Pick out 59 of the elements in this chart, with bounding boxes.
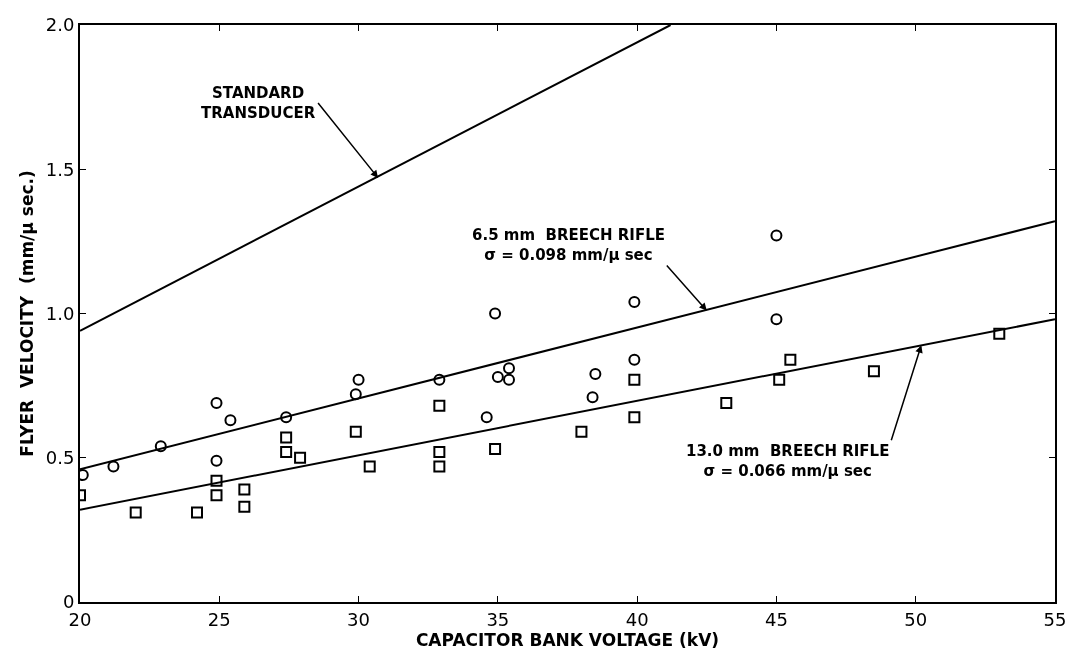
x-tick-label: 50 — [904, 608, 928, 630]
point — [480, 411, 493, 424]
x-tick-label: 30 — [347, 608, 371, 630]
point — [129, 506, 142, 519]
point — [238, 500, 251, 513]
y-tick-label: 1.0 — [45, 302, 75, 324]
y-tick-label: 1.5 — [45, 158, 75, 180]
y-tick-label: 2.0 — [45, 14, 75, 36]
point — [433, 445, 446, 458]
point — [433, 399, 446, 412]
point — [191, 506, 203, 519]
point — [210, 474, 223, 487]
x-tick-label: 45 — [764, 608, 788, 630]
annotation: STANDARD TRANSDUCER — [201, 84, 316, 122]
point — [628, 373, 641, 386]
point — [503, 362, 515, 375]
point — [352, 373, 365, 386]
annotation: 6.5 mm BREECH RIFLE σ = 0.098 mm/μ sec — [472, 226, 665, 264]
point — [628, 353, 641, 366]
x-tick-label: 55 — [1043, 608, 1067, 630]
point — [628, 411, 641, 424]
point — [784, 353, 797, 366]
point — [575, 425, 588, 438]
x-axis-title: CAPACITOR BANK VOLTAGE (kV) — [415, 629, 720, 650]
point — [770, 229, 783, 242]
point — [628, 295, 641, 308]
point — [280, 431, 293, 444]
point — [294, 451, 307, 464]
point — [993, 327, 1006, 340]
annotation: 13.0 mm BREECH RIFLE σ = 0.066 mm/μ sec — [686, 442, 890, 480]
point — [107, 460, 120, 473]
point — [238, 483, 251, 496]
point — [773, 373, 786, 386]
point — [210, 396, 223, 409]
point — [489, 443, 502, 456]
x-tick-label: 25 — [207, 608, 231, 630]
point — [280, 411, 293, 424]
point — [770, 313, 783, 326]
x-tick-label: 35 — [486, 608, 510, 630]
y-axis-title: FLYER VELOCITY (mm/μ sec.) — [16, 170, 37, 457]
x-tick-label: 40 — [625, 608, 649, 630]
point — [363, 460, 376, 473]
point — [433, 373, 446, 386]
y-tick-label: 0.5 — [45, 447, 75, 469]
point — [491, 370, 504, 383]
point — [154, 440, 167, 453]
point — [210, 454, 223, 467]
point — [586, 391, 599, 404]
point — [349, 388, 362, 401]
point — [224, 414, 237, 427]
point — [210, 489, 223, 502]
point — [349, 425, 362, 438]
point — [433, 460, 446, 473]
point — [867, 365, 880, 378]
point — [589, 368, 602, 381]
point — [503, 373, 515, 386]
point — [280, 445, 293, 458]
point — [489, 307, 502, 320]
point — [720, 396, 733, 409]
